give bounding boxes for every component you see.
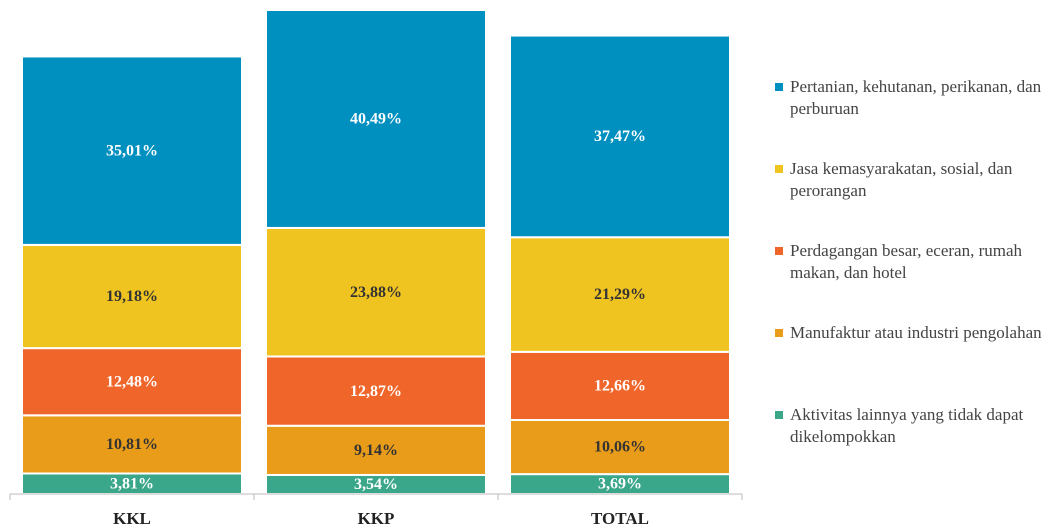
legend-item: Perdagangan besar, eceran, rumah makan, … bbox=[775, 240, 1045, 322]
value-label: 12,87% bbox=[350, 383, 402, 400]
bar-segment bbox=[509, 34, 731, 239]
legend-label: Pertanian, kehutanan, perikanan, dan per… bbox=[790, 77, 1042, 118]
value-label: 3,54% bbox=[354, 476, 398, 493]
value-label: 12,66% bbox=[594, 378, 646, 395]
legend-swatch bbox=[775, 329, 783, 337]
legend: Pertanian, kehutanan, perikanan, dan per… bbox=[775, 76, 1045, 486]
value-label: 21,29% bbox=[594, 286, 646, 303]
legend-label: Perdagangan besar, eceran, rumah makan, … bbox=[790, 241, 1023, 282]
legend-label: Manufaktur atau industri pengolahan bbox=[790, 323, 1042, 342]
bar-segment bbox=[265, 226, 487, 358]
bar-segment bbox=[21, 414, 243, 475]
bar-segment bbox=[21, 243, 243, 350]
value-label: 10,06% bbox=[594, 439, 646, 456]
x-tick-label: TOTAL bbox=[591, 509, 649, 528]
x-tick-label: KKP bbox=[358, 509, 395, 528]
value-label: 35,01% bbox=[106, 142, 158, 159]
legend-swatch bbox=[775, 83, 783, 91]
legend-item: Jasa kemasyarakatan, sosial, dan peroran… bbox=[775, 158, 1045, 240]
value-label: 37,47% bbox=[594, 128, 646, 145]
legend-item: Manufaktur atau industri pengolahan bbox=[775, 322, 1045, 404]
value-label: 10,81% bbox=[106, 436, 158, 453]
chart: 3,81% 10,81% 12,48% 19,18% 35,01% KKL 3,54% 9,1… bbox=[9, 9, 743, 528]
bar-segment bbox=[265, 9, 487, 229]
bar-segment bbox=[509, 418, 731, 476]
legend-swatch bbox=[775, 247, 783, 255]
bar-segment bbox=[509, 350, 731, 421]
value-label: 3,69% bbox=[598, 476, 642, 493]
legend-item: Pertanian, kehutanan, perikanan, dan per… bbox=[775, 76, 1045, 158]
bar-segment bbox=[265, 424, 487, 476]
legend-swatch bbox=[775, 411, 783, 419]
legend-label: Aktivitas lainnya yang tidak dapat dikel… bbox=[790, 405, 1024, 446]
bar-segment bbox=[265, 355, 487, 427]
value-label: 19,18% bbox=[106, 288, 158, 305]
bar-segment bbox=[21, 55, 243, 246]
legend-label: Jasa kemasyarakatan, sosial, dan peroran… bbox=[790, 159, 1013, 200]
legend-swatch bbox=[775, 165, 783, 173]
x-tick-label: KKL bbox=[113, 509, 151, 528]
value-label: 23,88% bbox=[350, 284, 402, 301]
value-label: 9,14% bbox=[354, 442, 398, 459]
legend-item: Aktivitas lainnya yang tidak dapat dikel… bbox=[775, 404, 1045, 486]
value-label: 12,48% bbox=[106, 373, 158, 390]
value-label: 3,81% bbox=[110, 475, 154, 492]
value-label: 40,49% bbox=[350, 111, 402, 128]
